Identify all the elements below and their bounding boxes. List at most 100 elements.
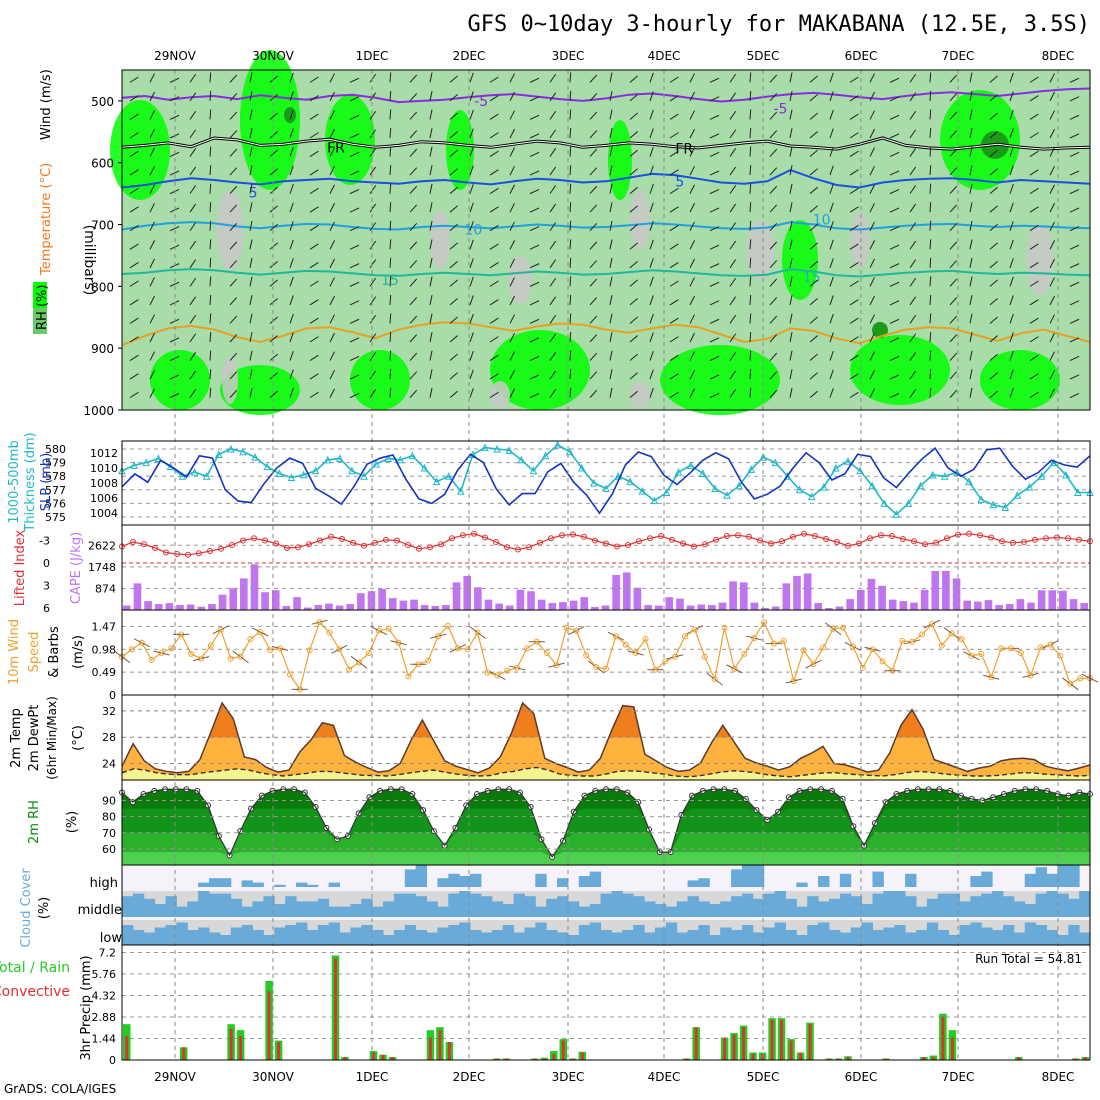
cloud-cell [459, 922, 471, 945]
cloud-cell [567, 935, 580, 945]
cloud-cell [470, 873, 482, 887]
contour-label: -5 [474, 94, 488, 110]
x-tick-top: 30NOV [252, 49, 294, 63]
cloud-cell [274, 927, 286, 945]
wind-point [148, 657, 155, 663]
cloud-cell [187, 901, 199, 917]
cape-bar [516, 589, 525, 610]
thickness-point [856, 466, 864, 475]
cape-bar [154, 604, 163, 610]
cloud-cell [546, 898, 558, 917]
cloud-cell [219, 893, 232, 917]
cloud-cell [654, 904, 667, 917]
cloud-cell [285, 925, 297, 945]
wind-point [701, 653, 708, 660]
rh-blob [980, 350, 1060, 410]
cloud-cell [296, 901, 308, 917]
precip-convective-bar [391, 1057, 394, 1060]
cloud-cell [557, 878, 569, 887]
wind-point [563, 624, 570, 631]
wind-point [869, 646, 876, 653]
cloud-cell [132, 893, 145, 917]
cloud-cell [850, 896, 863, 917]
cloud-cell [698, 901, 710, 917]
y-tick-precip: 0 [109, 1054, 116, 1067]
cloud-cell [317, 925, 330, 945]
precip-convective-bar [799, 1052, 802, 1060]
cloud-cell [535, 906, 547, 917]
cloud-cell [894, 891, 906, 917]
wind-point [642, 636, 649, 642]
cape-bar [995, 605, 1003, 610]
x-tick-top: 1DEC [356, 49, 389, 63]
thickness-point [577, 463, 586, 472]
dewpt-line [121, 766, 1091, 778]
rh-blob [150, 350, 210, 410]
cloud-cell [361, 898, 373, 917]
wind-point [919, 631, 926, 638]
precip-convective-bar [229, 1028, 233, 1060]
cloud-cell [296, 882, 308, 887]
wind-point [1027, 672, 1034, 679]
cloud-cell [905, 873, 917, 887]
panel-frame-3 [121, 609, 1091, 696]
isotherm-0 [121, 87, 1091, 104]
y-tick-li: 0 [43, 557, 50, 570]
wind-point [286, 671, 293, 678]
cloud-cell [698, 925, 710, 945]
wind-point [543, 650, 550, 656]
cape-bar [676, 598, 684, 610]
cape-bar [761, 608, 769, 610]
li-point [944, 535, 950, 542]
cloud-cell [470, 893, 482, 917]
rh-blob [940, 90, 1020, 190]
cloud-cell [828, 930, 841, 945]
cloud-cell [633, 896, 645, 917]
y-tick-pressure: 700 [91, 219, 114, 233]
y-tick-wind: 0.49 [92, 666, 117, 679]
precip-total-label: Total / Rain [0, 960, 70, 976]
rh-blob [446, 110, 474, 190]
wind-point [622, 641, 629, 648]
wind-point [1047, 641, 1054, 648]
y-tick-wind: 0.98 [92, 643, 117, 656]
cloud-cell [970, 896, 982, 917]
chart-title: GFS 0~10day 3-hourly for MAKABANA (12.5E… [467, 12, 1090, 37]
cape-bar [1048, 590, 1057, 610]
cloud-cell [491, 930, 504, 945]
rh-blob [325, 95, 375, 185]
cloud-cell [1002, 896, 1015, 917]
wind-point [810, 661, 817, 668]
rh-dry-patch [222, 356, 238, 404]
cloud-cell [1068, 925, 1080, 945]
cape-bar [942, 570, 950, 610]
y-tick-li: -3 [39, 535, 50, 548]
wind-point [672, 653, 679, 660]
y-tick-rh: 70 [102, 827, 116, 840]
precip-convective-bar [884, 1058, 888, 1060]
wind-point [138, 639, 145, 646]
cloud-cell [1046, 891, 1058, 917]
cape-bar [899, 601, 908, 610]
li-point [482, 534, 488, 541]
cloud-cell [861, 904, 873, 917]
cloud-cell [361, 925, 373, 945]
cloud-cell [578, 876, 591, 887]
rh-dry-patch [850, 212, 870, 268]
cloud-cell [122, 925, 134, 945]
li-point [636, 538, 642, 545]
wind-point [356, 659, 363, 666]
cloud-cell [154, 904, 167, 917]
cloud-cell [633, 925, 645, 945]
precip-convective-bar [789, 1040, 793, 1060]
panel-frame-7 [121, 944, 1091, 1061]
cape-bar [229, 588, 238, 610]
thickness-point [420, 463, 429, 472]
wind-point [395, 639, 402, 646]
wind10m-label: 10m Wind [7, 619, 22, 685]
cloud-cell [317, 898, 330, 917]
precip-convective-bar [267, 991, 271, 1060]
cloud-cell [839, 932, 852, 945]
cape-bar [591, 607, 599, 610]
isotherm-5 [121, 321, 1091, 347]
